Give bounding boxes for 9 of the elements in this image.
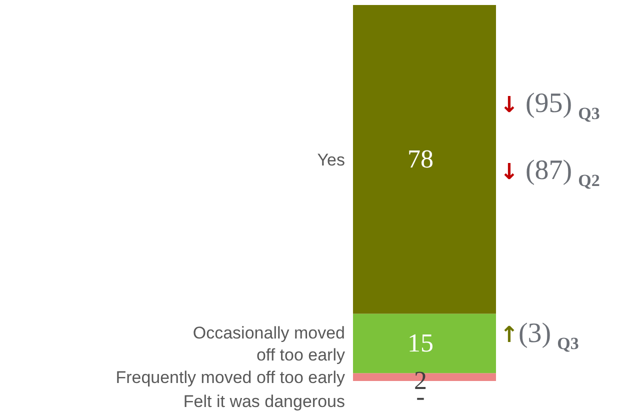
series-label: Occasionally moved off too early bbox=[192, 323, 346, 364]
data-label: 15 bbox=[408, 328, 434, 358]
text: ↓ (87)$_{Q2}$ bbox=[500, 155, 600, 190]
series-label: Frequently moved off too early bbox=[116, 368, 346, 388]
text: ↓ (95)$_{Q3}$ bbox=[500, 88, 600, 123]
series-label: Yes bbox=[317, 150, 345, 170]
text: Felt it was dangerous bbox=[183, 392, 345, 411]
text: ↑(3)$_{Q3}$ bbox=[500, 318, 579, 353]
data-label: 78 bbox=[408, 144, 434, 174]
